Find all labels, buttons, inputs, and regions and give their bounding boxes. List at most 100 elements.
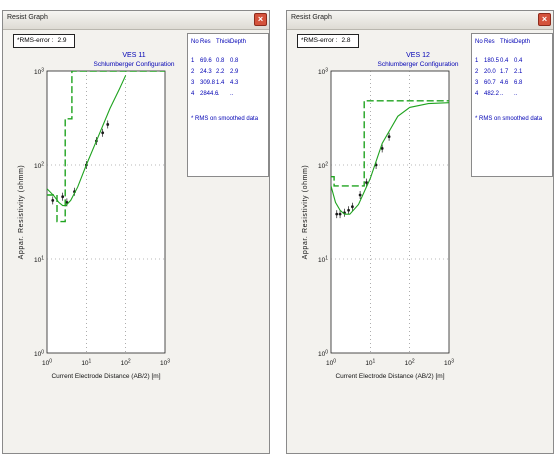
- layer-model-line: [47, 71, 165, 223]
- layer-depth: ..: [514, 91, 518, 97]
- x-tick-label: 101: [365, 359, 375, 368]
- layer-depth: 2.1: [514, 69, 523, 75]
- header-no: No: [191, 39, 199, 45]
- layer-thick: ..: [500, 91, 504, 97]
- y-tick-label: 101: [318, 256, 328, 265]
- x-tick-label: 100: [42, 359, 52, 368]
- layer-depth: 0.4: [514, 58, 523, 64]
- layer-no: 4: [475, 91, 479, 97]
- layer-table-panel: No Res Thick Depth 1 180.5 0.4 0.4 2 20.…: [471, 33, 553, 177]
- plot-title: VES 11: [122, 52, 145, 59]
- layer-no: 2: [475, 69, 479, 75]
- layer-thick: 1.4: [216, 80, 225, 86]
- y-tick-label: 103: [34, 68, 44, 77]
- resist-graph-window-ves11: Resist Graph × 100 101 102 103 103 102 101 100 C…: [2, 10, 270, 454]
- layer-thick: 0.8: [216, 58, 225, 64]
- header-depth: Depth: [514, 39, 531, 45]
- rms-error-label: *RMS-error :: [301, 37, 338, 44]
- header-no: No: [475, 39, 483, 45]
- layer-res: 482.2: [484, 91, 500, 97]
- close-icon[interactable]: ×: [538, 13, 551, 26]
- rms-error-field: *RMS-error :2.8: [297, 34, 359, 48]
- close-icon[interactable]: ×: [254, 13, 267, 26]
- layer-thick: ..: [216, 91, 220, 97]
- header-thick: Thick: [500, 39, 515, 45]
- layer-depth: 0.8: [230, 58, 239, 64]
- series-group: [331, 100, 449, 219]
- layer-res: 20.0: [484, 69, 496, 75]
- resist-graph-window-ves12: Resist Graph × 100 101 102 103 103 102 101 100 C…: [286, 10, 554, 454]
- data-point: [338, 212, 342, 216]
- data-point: [101, 131, 105, 135]
- y-tick-label: 102: [318, 162, 328, 171]
- series-group: [47, 71, 165, 223]
- title-bar: Resist Graph ×: [287, 11, 553, 30]
- layer-thick: 2.2: [216, 69, 225, 75]
- header-thick: Thick: [216, 39, 231, 45]
- calculated-curve: [47, 75, 127, 207]
- x-axis-label: Current Electrode Distance (AB/2) [m]: [51, 373, 160, 380]
- layer-res: 309.8: [200, 80, 216, 86]
- layer-row: 3 309.8 1.4 4.3: [191, 78, 268, 89]
- resistivity-chart-ves11: 100 101 102 103 103 102 101 100 Current Electrod…: [18, 52, 175, 380]
- layer-no: 1: [475, 58, 479, 64]
- layer-table-header: No Res Thick Depth: [191, 37, 268, 48]
- x-tick-label: 100: [326, 359, 336, 368]
- layer-no: 4: [191, 91, 195, 97]
- data-point: [347, 208, 350, 212]
- window-title: Resist Graph: [291, 14, 332, 21]
- rms-error-field: *RMS-error :2.9: [13, 34, 75, 48]
- layer-res: 2844.6: [200, 91, 219, 97]
- x-tick-label: 102: [405, 359, 415, 368]
- plot-subtitle: Schlumberger Configuration: [94, 61, 175, 68]
- layer-thick: 0.4: [500, 58, 509, 64]
- layer-model-line: [331, 100, 449, 187]
- layer-res: 24.3: [200, 69, 212, 75]
- data-point: [106, 123, 110, 126]
- data-point: [380, 147, 384, 150]
- y-tick-label: 100: [34, 350, 44, 359]
- data-point: [387, 135, 391, 139]
- layer-depth: 2.9: [230, 69, 239, 75]
- layer-row: 3 60.7 4.6 6.8: [475, 78, 552, 89]
- y-axis-label: Appar. Resistivity (ohmm): [18, 165, 25, 260]
- data-point: [365, 181, 368, 184]
- layer-row: 2 24.3 2.2 2.9: [191, 67, 268, 78]
- layer-table-panel: No Res Thick Depth 1 69.6 0.8 0.8 2 24.3…: [187, 33, 269, 177]
- layer-no: 3: [191, 80, 195, 86]
- layer-depth: 4.3: [230, 80, 239, 86]
- data-point: [358, 193, 362, 197]
- plot-area: [330, 70, 450, 354]
- x-tick-label: 102: [121, 359, 131, 368]
- x-axis-label: Current Electrode Distance (AB/2) [m]: [335, 373, 444, 380]
- rms-error-value: 2.9: [57, 37, 67, 44]
- data-point: [51, 199, 55, 202]
- header-res: Res: [484, 39, 495, 45]
- x-tick-label: 103: [444, 359, 454, 368]
- y-tick-label: 102: [34, 162, 44, 171]
- title-bar: Resist Graph ×: [3, 11, 269, 30]
- y-tick-label: 100: [318, 350, 328, 359]
- x-tick-label: 103: [160, 359, 170, 368]
- layer-depth: 6.8: [514, 80, 523, 86]
- layer-row: 1 69.6 0.8 0.8: [191, 56, 268, 67]
- rms-note: * RMS on smoothed data: [475, 116, 543, 122]
- data-point: [61, 195, 65, 199]
- plot-title: VES 12: [406, 52, 430, 59]
- layer-res: 60.7: [484, 80, 496, 86]
- resistivity-chart-ves12: 100 101 102 103 103 102 101 100 Current Electrod…: [302, 52, 459, 380]
- y-tick-label: 101: [34, 256, 44, 265]
- layer-no: 2: [191, 69, 195, 75]
- rms-note: * RMS on smoothed data: [191, 116, 259, 122]
- layer-depth: ..: [230, 91, 234, 97]
- layer-no: 3: [475, 80, 479, 86]
- layer-thick: 4.6: [500, 80, 509, 86]
- layer-table-header: No Res Thick Depth: [475, 37, 552, 48]
- calculated-curve: [331, 102, 449, 215]
- window-title: Resist Graph: [7, 14, 48, 21]
- data-point: [335, 212, 339, 216]
- y-tick-label: 103: [318, 68, 328, 77]
- data-point: [351, 205, 354, 209]
- layer-row: 4 2844.6 .. ..: [191, 89, 268, 100]
- layer-res: 69.6: [200, 58, 212, 64]
